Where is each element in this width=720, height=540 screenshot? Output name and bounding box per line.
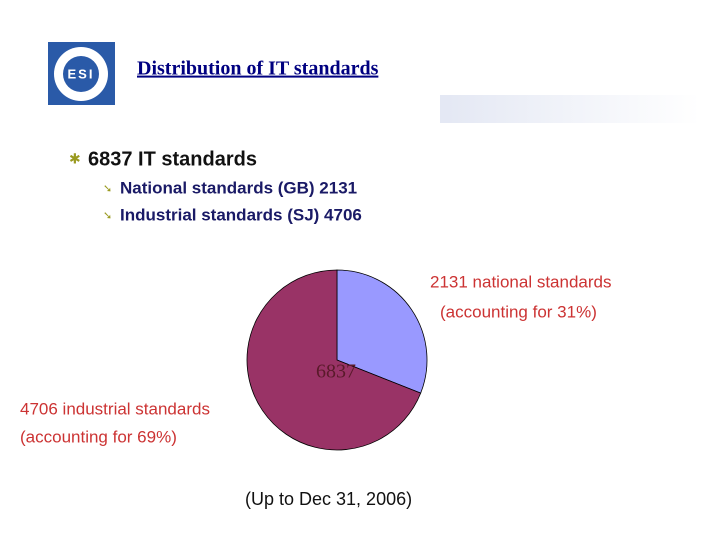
sub-bullet-text: Industrial standards (SJ) 4706 [120, 205, 362, 224]
logo: ESI [48, 42, 115, 105]
logo-text: ESI [68, 66, 95, 81]
bullet-text: 6837 IT standards [88, 148, 257, 170]
sub-bullet-icon: ➘ [103, 183, 112, 195]
sub-bullet-text: National standards (GB) 2131 [120, 178, 357, 197]
slide-title: Distribution of IT standards [137, 58, 379, 80]
sub-bullet-icon: ➘ [103, 210, 112, 222]
slice-label: 4706 industrial standards [20, 399, 210, 418]
pie-slice [246, 269, 422, 451]
chart-note: (Up to Dec 31, 2006) [245, 489, 412, 509]
pie-chart [246, 269, 428, 451]
slice-label: (accounting for 31%) [440, 302, 597, 321]
logo-core [63, 56, 99, 92]
slice-label: (accounting for 69%) [20, 427, 177, 446]
pie-center-label: 6837 [316, 361, 356, 383]
header-decoration [440, 95, 700, 123]
pie-slice [336, 269, 428, 394]
bullet-icon: ✱ [69, 151, 81, 167]
slice-label: 2131 national standards [430, 272, 611, 291]
